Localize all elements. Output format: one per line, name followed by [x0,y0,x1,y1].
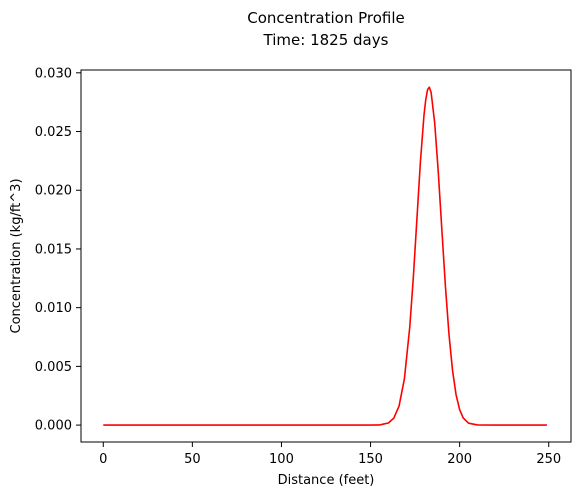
y-tick-label: 0.000 [35,419,72,434]
x-tick-label: 100 [269,452,294,467]
plot-frame [80,69,572,443]
y-tick-label: 0.025 [35,125,72,140]
x-tick-label: 150 [358,452,383,467]
x-tick-label: 200 [447,452,472,467]
x-tick-label: 250 [536,452,561,467]
y-axis-ticks: 0.000 0.005 0.010 0.015 0.020 0.025 0.030 [35,66,81,434]
chart-subtitle: Time: 1825 days [263,31,389,49]
y-tick-label: 0.015 [35,242,72,257]
chart-title: Concentration Profile [247,9,405,27]
x-tick-label: 50 [184,452,201,467]
y-tick-label: 0.005 [35,360,72,375]
y-tick-label: 0.010 [35,301,72,316]
y-tick-label: 0.030 [35,66,72,81]
concentration-series-line [103,86,547,426]
y-axis-label: Concentration (kg/ft^3) [9,178,24,333]
x-axis-ticks: 0 50 100 150 200 250 [99,442,561,467]
y-tick-label: 0.020 [35,184,72,199]
x-axis-label: Distance (feet) [278,473,375,488]
x-tick-label: 0 [99,452,107,467]
